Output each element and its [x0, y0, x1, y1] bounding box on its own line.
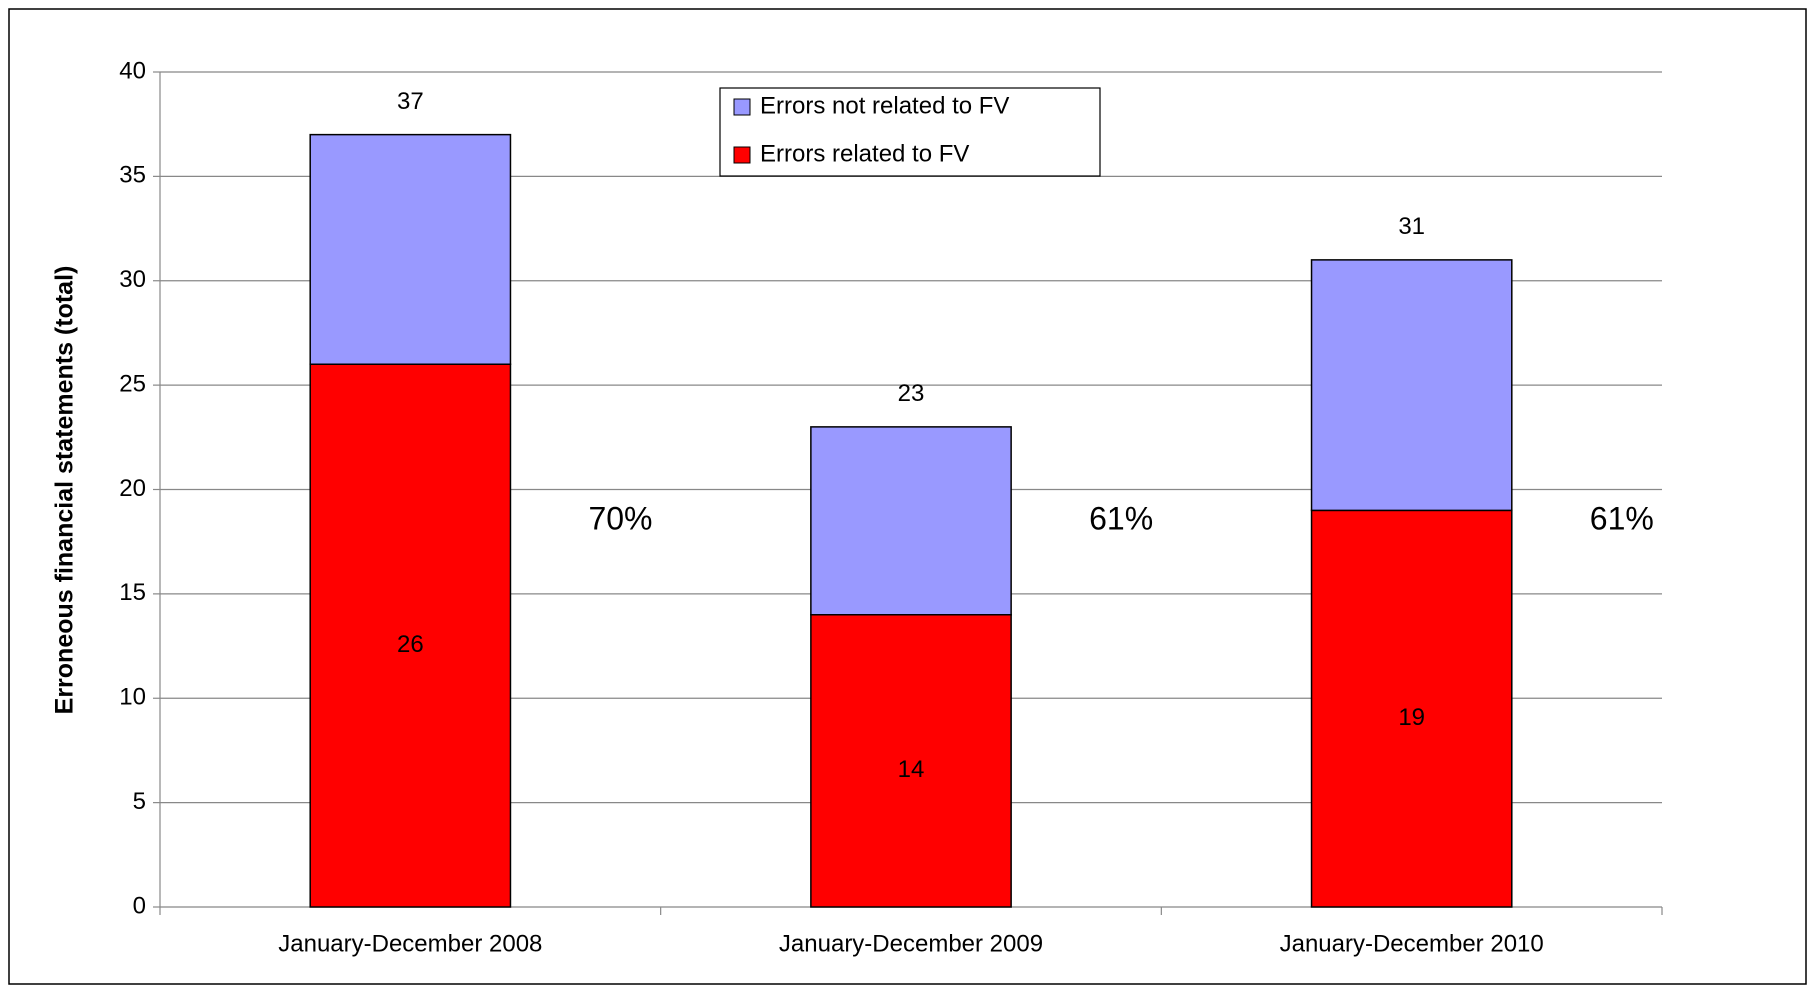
y-tick-label: 35: [119, 162, 146, 189]
bar-segment: [1310, 509, 1513, 908]
y-tick-label: 40: [119, 57, 146, 84]
x-tick-label: January-December 2009: [779, 930, 1043, 957]
percent-label: 61%: [1089, 500, 1153, 536]
total-label: 31: [1398, 213, 1425, 240]
x-tick-label: January-December 2008: [278, 930, 542, 957]
percent-label: 61%: [1590, 500, 1654, 536]
y-tick-label: 20: [119, 475, 146, 502]
value-label: 14: [898, 756, 925, 783]
legend-swatch: [733, 98, 751, 116]
bar-segment: [810, 426, 1012, 616]
y-tick-label: 25: [119, 370, 146, 397]
x-tick-label: January-December 2010: [1280, 930, 1544, 957]
total-label: 23: [898, 380, 925, 407]
total-label: 37: [397, 88, 424, 115]
bar-segment: [810, 614, 1012, 908]
y-tick-label: 15: [119, 579, 146, 606]
y-tick-label: 30: [119, 266, 146, 293]
legend-label: Errors related to FV: [760, 140, 969, 167]
y-tick-label: 10: [119, 684, 146, 711]
y-tick-label: 5: [133, 788, 146, 815]
bar-segment: [1310, 259, 1513, 512]
value-label: 26: [397, 631, 424, 658]
y-axis-title: Erroneous financial statements (total): [51, 266, 79, 715]
value-label: 19: [1398, 704, 1425, 731]
legend-box: [719, 87, 1101, 177]
y-tick-label: 0: [133, 892, 146, 919]
percent-label: 70%: [588, 500, 652, 536]
legend-swatch: [733, 146, 751, 164]
bar-segment: [309, 363, 512, 908]
legend-label: Errors not related to FV: [760, 92, 1009, 119]
bar-segment: [309, 133, 512, 365]
chart-border: [8, 8, 1807, 985]
